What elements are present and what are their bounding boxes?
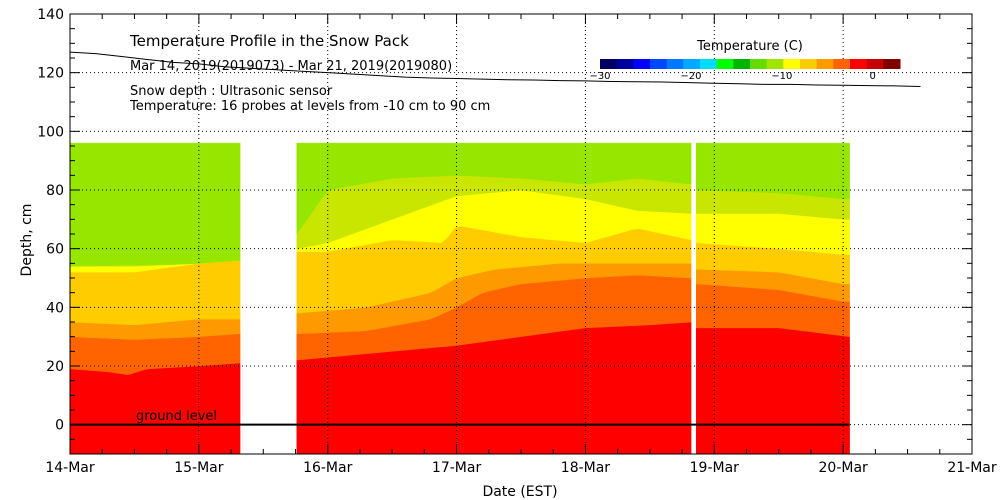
band-red-segment-2 — [696, 327, 850, 455]
y-tick-label-5: 100 — [37, 124, 64, 140]
x-tick-label-0: 14-Mar — [45, 460, 95, 476]
chart-title: Temperature Profile in the Snow Pack — [129, 32, 409, 50]
chart-subtitle: Mar 14, 2019(2019073) - Mar 21, 2019(201… — [130, 59, 452, 74]
colorbar: Temperature (C) −30 −20 −10 0 — [589, 39, 901, 82]
y-tick-label-1: 20 — [46, 359, 64, 375]
y-tick-label-3: 60 — [46, 242, 64, 258]
colorbar-swatch-7 — [716, 59, 734, 69]
y-tick-label-2: 40 — [46, 300, 64, 316]
x-tick-label-3: 17-Mar — [432, 460, 482, 476]
x-tick-label-4: 18-Mar — [561, 460, 611, 476]
y-tick-label-7: 140 — [37, 7, 64, 23]
colorbar-swatch-1 — [616, 59, 634, 69]
colorbar-swatch-16 — [866, 59, 884, 69]
x-tick-label-2: 16-Mar — [303, 460, 353, 476]
colorbar-swatch-14 — [833, 59, 851, 69]
x-tick-label-6: 20-Mar — [819, 460, 869, 476]
colorbar-swatch-3 — [650, 59, 668, 69]
colorbar-tick-label-1: −20 — [680, 71, 701, 82]
y-tick-label-0: 0 — [55, 418, 64, 434]
colorbar-swatch-15 — [850, 59, 868, 69]
colorbar-swatch-2 — [633, 59, 651, 69]
note-snow-depth: Snow depth : Ultrasonic sensor — [130, 84, 333, 99]
x-axis-label: Date (EST) — [482, 484, 557, 500]
colorbar-swatch-17 — [883, 59, 901, 69]
colorbar-swatch-0 — [600, 59, 618, 69]
grid-lines — [70, 14, 972, 454]
y-tick-label-6: 120 — [37, 66, 64, 82]
colorbar-swatch-13 — [816, 59, 834, 69]
colorbar-tick-label-0: −30 — [589, 71, 610, 82]
colorbar-swatch-9 — [750, 59, 768, 69]
y-tick-label-4: 80 — [46, 183, 64, 199]
x-tick-label-5: 19-Mar — [690, 460, 740, 476]
colorbar-swatch-12 — [800, 59, 818, 69]
colorbar-swatch-10 — [766, 59, 784, 69]
note-temperature-probes: Temperature: 16 probes at levels from -1… — [129, 99, 490, 114]
colorbar-title: Temperature (C) — [696, 39, 803, 54]
colorbar-tick-label-2: −10 — [771, 71, 792, 82]
plot-area — [69, 51, 921, 455]
band-light-green-segment-2 — [696, 142, 850, 200]
axes: 14-Mar 15-Mar 16-Mar 17-Mar 18-Mar 19-Mar 20-M… — [37, 7, 997, 476]
band-light-green-segment-1 — [296, 142, 692, 235]
colorbar-swatch-11 — [783, 59, 801, 69]
snow-depth-line — [69, 51, 921, 87]
colorbar-swatch-5 — [683, 59, 701, 69]
band-light-green-segment-0 — [69, 142, 241, 267]
colorbar-swatch-4 — [666, 59, 684, 69]
colorbar-tick-label-3: 0 — [870, 71, 876, 82]
colorbar-swatch-8 — [733, 59, 751, 69]
y-axis-label: Depth, cm — [19, 204, 35, 277]
ground-level-label: ground level — [136, 409, 217, 424]
colorbar-swatch-6 — [700, 59, 718, 69]
x-tick-label-7: 21-Mar — [947, 460, 997, 476]
x-tick-label-1: 15-Mar — [174, 460, 224, 476]
